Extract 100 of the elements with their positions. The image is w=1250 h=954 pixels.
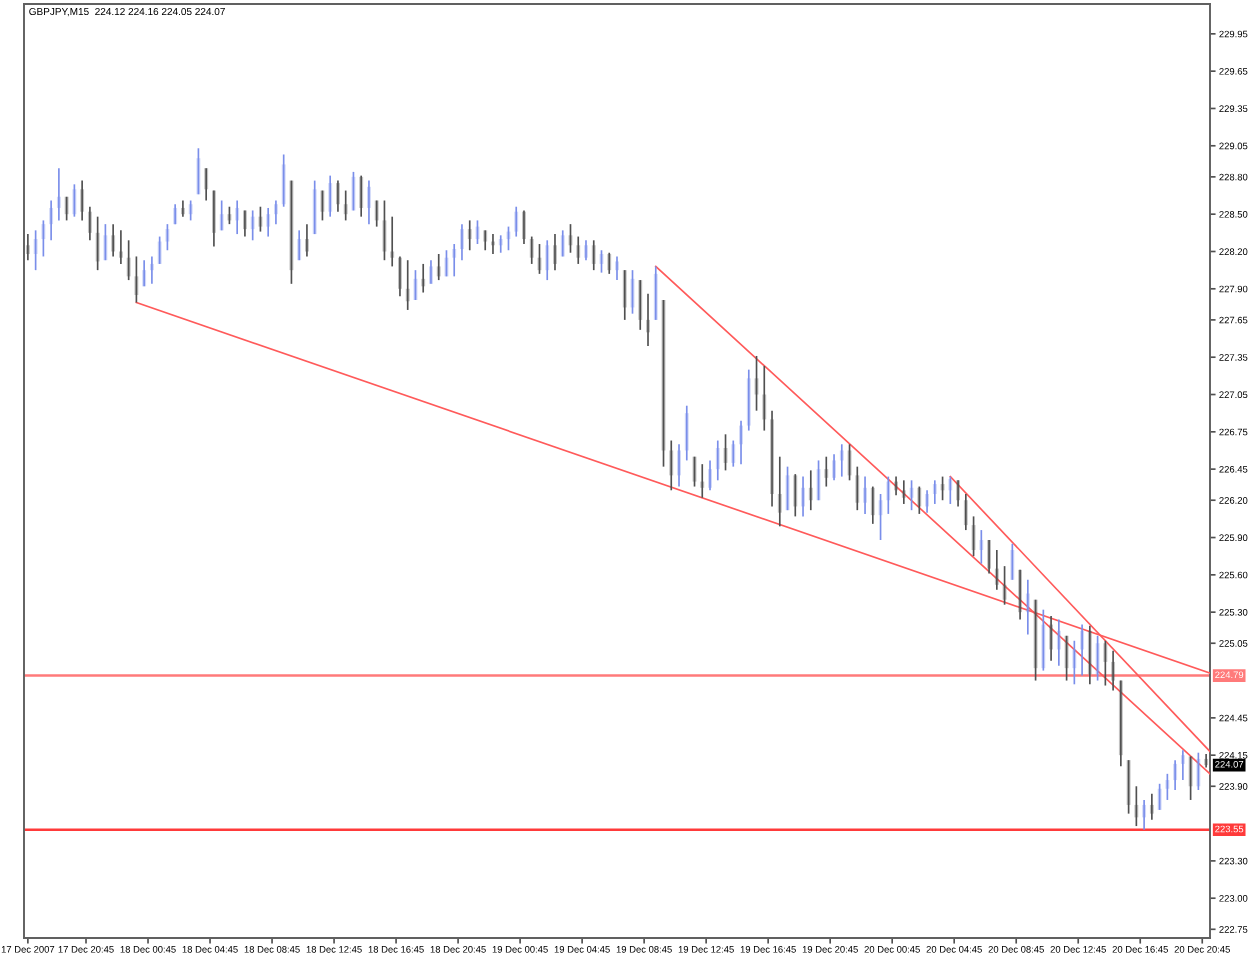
candlestick	[405, 259, 410, 311]
candlestick	[777, 455, 782, 528]
candlestick	[49, 199, 54, 242]
candlestick	[460, 223, 464, 262]
candlestick	[328, 174, 333, 218]
candlestick	[669, 439, 674, 492]
candlestick	[359, 174, 364, 218]
candlestick	[165, 223, 170, 252]
candlestick	[514, 205, 519, 238]
candlestick	[242, 209, 247, 238]
candlestick	[808, 469, 813, 512]
candlestick	[258, 205, 263, 233]
candlestick	[134, 255, 139, 304]
candlestick	[1049, 615, 1054, 662]
candlestick	[56, 167, 61, 222]
candlestick	[467, 219, 472, 252]
candlestick	[839, 443, 844, 478]
candlestick	[483, 229, 488, 252]
candlestick	[1080, 623, 1085, 677]
candlestick	[653, 265, 658, 321]
candlestick	[235, 199, 240, 235]
candlestick	[33, 229, 38, 271]
candlestick	[452, 243, 457, 278]
candlestick	[553, 233, 557, 271]
candlestick	[832, 453, 836, 482]
candlestick	[429, 259, 433, 285]
candlestick	[940, 475, 945, 502]
candlestick	[979, 529, 984, 565]
candlestick	[398, 255, 402, 298]
candlestick	[870, 485, 875, 525]
candlestick	[64, 195, 69, 222]
candlestick	[320, 189, 325, 222]
candlestick	[126, 239, 131, 281]
candlestick	[1033, 598, 1038, 682]
candlestick	[824, 455, 829, 488]
candlestick	[289, 179, 294, 285]
candlestick	[204, 167, 209, 202]
candlestick	[560, 229, 565, 258]
candlestick	[1134, 785, 1139, 827]
candlestick	[1025, 578, 1030, 636]
candlestick	[103, 223, 108, 262]
candlestick	[994, 549, 999, 591]
candlestick	[677, 443, 681, 488]
candlestick	[173, 203, 178, 225]
candlestick	[894, 475, 898, 497]
candlestick	[1018, 569, 1023, 621]
candlestick	[684, 404, 689, 462]
candlestick	[211, 189, 216, 248]
candlestick	[886, 475, 891, 515]
candlestick	[421, 263, 426, 294]
candlestick	[956, 479, 961, 508]
candlestick	[1142, 799, 1147, 831]
candlestick	[297, 229, 302, 262]
candlestick	[746, 368, 751, 432]
candlestick	[1165, 772, 1170, 801]
candlestick	[762, 365, 767, 432]
candlestick	[1103, 639, 1108, 687]
candlestick	[367, 179, 371, 225]
candlestick	[1149, 792, 1154, 821]
candlestick	[591, 239, 596, 271]
candlestick	[987, 539, 992, 575]
candlestick	[1188, 755, 1193, 801]
candlestick	[305, 223, 309, 258]
candlestick	[700, 463, 705, 499]
candlestick	[963, 493, 968, 531]
candlestick	[25, 233, 30, 262]
candlestick	[188, 199, 193, 222]
candlestick	[615, 255, 619, 281]
candlestick	[180, 199, 185, 218]
candlestick	[219, 199, 224, 232]
candlestick	[529, 235, 534, 265]
candlestick	[1180, 749, 1185, 781]
candlestick	[801, 475, 805, 518]
candlestick	[41, 219, 46, 258]
candlestick	[111, 223, 116, 258]
candlestick	[522, 209, 526, 245]
candlestick	[72, 183, 77, 218]
candlestick	[576, 235, 581, 265]
candlestick	[607, 251, 612, 275]
candlestick	[646, 292, 650, 347]
candlestick	[584, 239, 588, 262]
candlestick	[157, 235, 162, 265]
candlestick	[1111, 649, 1116, 692]
candlestick	[932, 479, 937, 505]
candlestick	[971, 515, 976, 558]
candlestick	[715, 439, 720, 482]
candlestick	[87, 205, 92, 242]
candlestick	[196, 147, 201, 196]
candlestick	[901, 479, 906, 505]
candlestick	[80, 179, 85, 222]
candlestick	[855, 465, 860, 512]
candlestick	[1173, 759, 1178, 791]
candlestick	[1095, 634, 1100, 682]
candlestick	[266, 207, 271, 238]
candlestick	[863, 475, 867, 515]
candlestick	[1041, 608, 1046, 672]
candlestick	[925, 489, 929, 514]
candlestick	[1064, 634, 1069, 682]
candlestick	[250, 209, 255, 242]
candlestick	[708, 459, 712, 492]
